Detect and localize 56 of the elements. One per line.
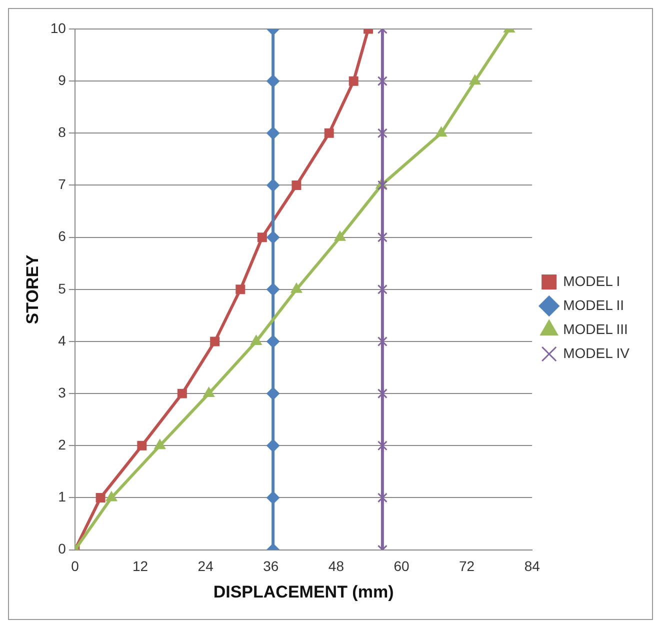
legend-label: MODEL II (563, 296, 624, 313)
point (177, 388, 187, 398)
y-tick-label: 7 (58, 176, 66, 192)
point (137, 440, 147, 450)
point (266, 178, 280, 192)
point (266, 230, 280, 244)
x-tick-label: 72 (459, 558, 475, 574)
legend-label: MODEL I (563, 272, 620, 289)
x-axis-title: DISPLACEMENT (mm) (213, 582, 394, 602)
point (377, 336, 388, 346)
x-tick-label: 0 (71, 558, 80, 574)
x-tick-label: 12 (132, 558, 148, 574)
point (266, 126, 280, 140)
point (324, 128, 334, 138)
point (377, 284, 388, 294)
point (377, 440, 388, 451)
y-tick-label: 5 (58, 280, 66, 296)
point (377, 492, 388, 503)
point (266, 491, 280, 504)
legend-label: MODEL IV (563, 344, 630, 361)
point (266, 74, 280, 88)
point (257, 232, 267, 242)
point (377, 232, 388, 242)
x-tick-label: 60 (394, 558, 410, 574)
point (290, 282, 302, 293)
y-tick-label: 9 (58, 72, 66, 88)
point (266, 439, 280, 452)
point (266, 387, 280, 400)
x-tick-label: 84 (524, 558, 540, 574)
point (266, 282, 280, 296)
point (292, 180, 302, 190)
y-tick-label: 3 (58, 384, 66, 400)
legend-label: MODEL III (563, 320, 628, 337)
y-tick-label: 2 (58, 436, 66, 452)
point (250, 334, 262, 345)
point (154, 439, 166, 450)
point (348, 76, 358, 86)
point (210, 336, 220, 346)
y-axis-title: STOREY (22, 254, 42, 324)
point (236, 284, 246, 294)
x-tick-label: 24 (198, 558, 214, 574)
y-tick-label: 8 (58, 124, 66, 140)
y-tick-label: 0 (58, 540, 66, 557)
x-tick-label: 48 (328, 558, 344, 574)
x-tick-label: 36 (263, 558, 279, 574)
y-tick-label: 4 (58, 332, 66, 348)
y-tick-label: 6 (58, 228, 66, 244)
point (377, 76, 388, 86)
point (266, 334, 280, 348)
point (377, 388, 388, 399)
point (203, 387, 215, 398)
point (377, 128, 388, 138)
y-tick-label: 1 (58, 488, 66, 505)
point (96, 492, 106, 502)
y-tick-label: 10 (50, 20, 66, 36)
point (106, 491, 118, 502)
